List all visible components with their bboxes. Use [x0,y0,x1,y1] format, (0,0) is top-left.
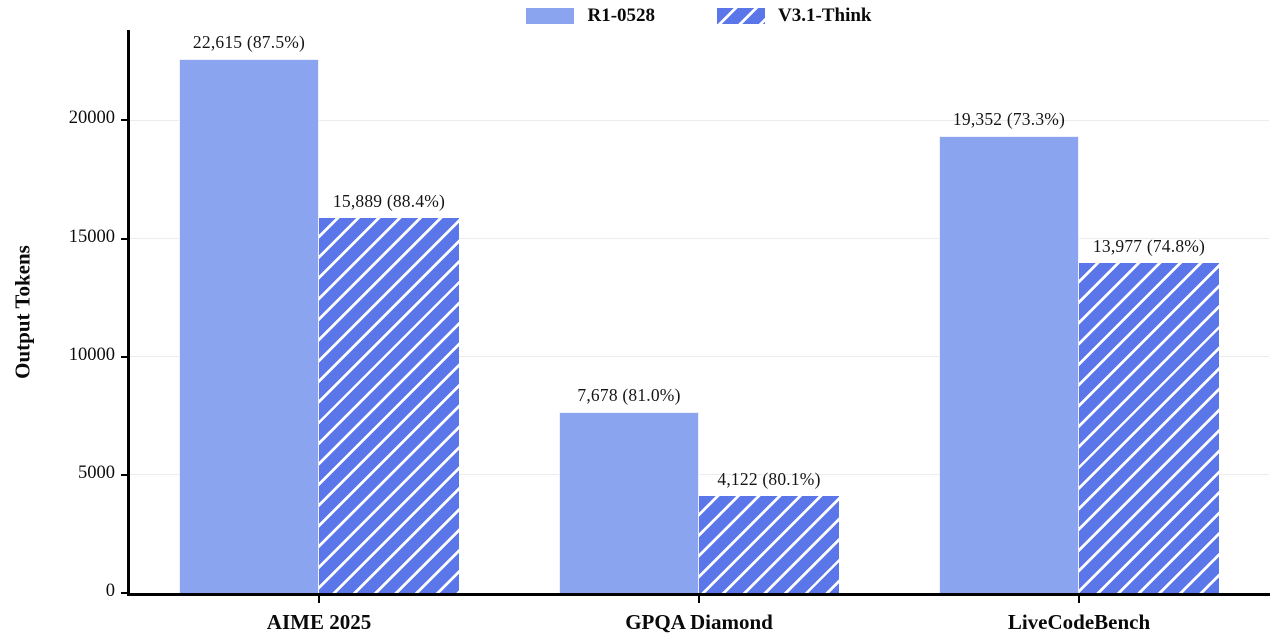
y-tick-mark [121,237,129,240]
legend-label: R1-0528 [587,5,656,26]
x-axis-spine [127,593,1270,596]
y-axis-spine [127,30,130,596]
x-tick-mark [318,595,320,603]
y-tick-mark [121,473,129,476]
legend-item: V3.1-Think [717,5,872,27]
y-tick-mark [121,119,129,122]
y-tick-mark [121,355,129,358]
bar-value-label: 7,678 (81.0%) [577,384,681,405]
gridline [129,356,1269,358]
bar-value-label: 15,889 (88.4%) [332,190,446,211]
legend-swatch-hatched [717,8,766,24]
gridline [129,474,1269,476]
legend: R1-0528 V3.1-Think [129,1,1269,31]
y-tick-mark [121,592,129,594]
bar-value-label: 19,352 (73.3%) [952,108,1066,129]
bar-value-label: 22,615 (87.5%) [192,31,306,52]
y-tick-label: 10000 [68,344,115,365]
x-tick-mark [1078,595,1080,603]
y-tick-label: 5000 [78,462,115,483]
legend-item: R1-0528 [526,5,655,27]
bar-solid [179,58,319,593]
y-tick-label: 20000 [68,108,115,129]
bar-solid [559,411,699,593]
legend-swatch-solid [526,8,575,24]
gridline [129,119,1269,121]
x-category-label: GPQA Diamond [625,610,773,634]
x-category-label: LiveCodeBench [1007,610,1151,634]
bar-hatched [699,495,839,593]
bar-value-label: 13,977 (74.8%) [1092,235,1206,256]
bar-hatched [1079,262,1219,593]
legend-label: V3.1-Think [778,5,872,26]
x-category-label: AIME 2025 [266,610,372,634]
x-tick-mark [698,595,700,603]
bar-value-label: 4,122 (80.1%) [717,468,821,489]
y-tick-label: 15000 [68,226,115,247]
gridline [129,238,1269,240]
y-tick-label: 0 [105,581,115,601]
bar-solid [939,135,1079,593]
bar-hatched [319,217,459,593]
